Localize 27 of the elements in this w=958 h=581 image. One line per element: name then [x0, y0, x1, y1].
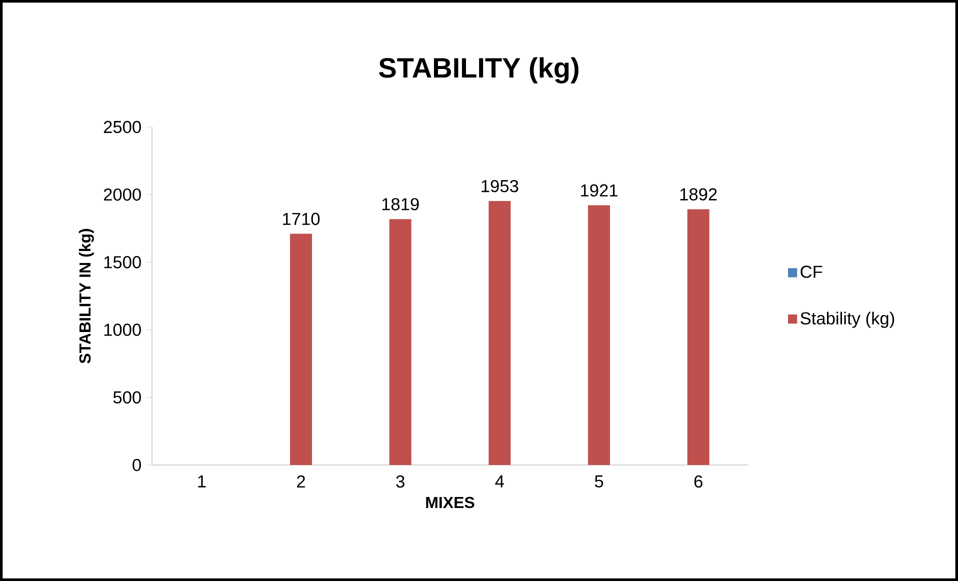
- x-tick-label: 2: [297, 475, 305, 488]
- x-tick-label: 5: [594, 475, 604, 488]
- legend-label: Stability (kg): [800, 312, 894, 328]
- data-label: 1819: [382, 198, 419, 210]
- data-label: 1892: [680, 188, 717, 200]
- y-tick-label: 500: [113, 391, 141, 404]
- legend-label: CF: [800, 266, 822, 278]
- y-axis-title: STABILITY IN (kg): [78, 228, 94, 364]
- x-tick-label: 3: [396, 475, 404, 488]
- bar: [588, 205, 610, 465]
- bar: [488, 200, 511, 465]
- bar: [290, 234, 312, 465]
- x-tick-label: 1: [198, 475, 206, 488]
- x-axis-title: MIXES: [426, 496, 474, 508]
- y-tick-label: 2000: [104, 188, 141, 201]
- bar: [389, 219, 412, 465]
- chart-title: STABILITY (kg): [378, 57, 578, 84]
- y-tick-label: 1500: [104, 256, 141, 268]
- y-tick-label: 1000: [104, 324, 141, 336]
- bar: [687, 209, 710, 465]
- data-label: 1921: [581, 184, 618, 197]
- data-label: 1710: [283, 212, 320, 226]
- data-label: 1953: [482, 180, 518, 192]
- x-tick-label: 6: [694, 475, 702, 488]
- x-tick-label: 4: [495, 475, 504, 488]
- y-tick-label: 2500: [104, 120, 141, 134]
- y-tick-label: 0: [132, 458, 141, 472]
